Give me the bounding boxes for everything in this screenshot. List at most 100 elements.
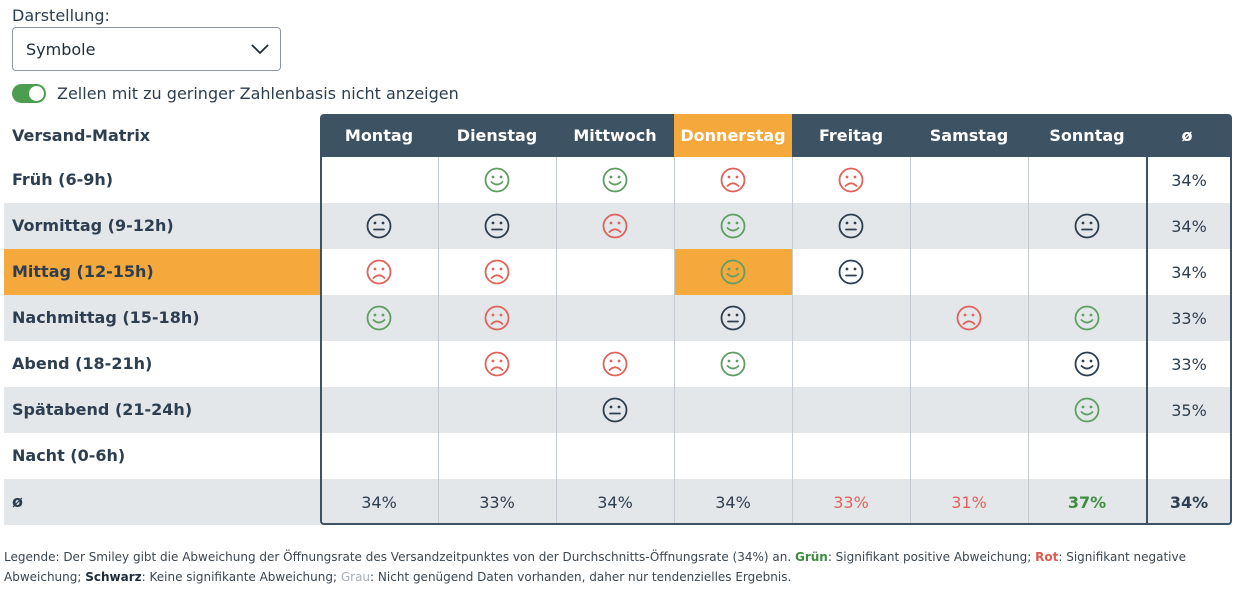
matrix-cell: [556, 295, 674, 341]
column-average-cell: 37%: [1067, 492, 1107, 512]
sad-face-icon: [956, 305, 982, 331]
neutral-face-icon: [484, 213, 510, 239]
column-header-donnerstag: Donnerstag: [674, 114, 792, 157]
average-row-label: ø: [4, 479, 320, 525]
neutral-face-icon: [602, 397, 628, 423]
matrix-cell: [792, 433, 910, 479]
row-label-text: Vormittag (9-12h): [12, 216, 174, 235]
happy-face-icon: [1074, 351, 1100, 377]
row-label-text: Spätabend (21-24h): [12, 400, 193, 419]
matrix-cell: [674, 203, 792, 249]
matrix-cell: [674, 295, 792, 341]
display-select[interactable]: Symbole: [12, 27, 281, 71]
matrix-cell: [910, 249, 1028, 295]
neutral-face-icon: [720, 305, 746, 331]
display-label: Darstellung:: [12, 6, 110, 25]
matrix-cell: [910, 295, 1028, 341]
legend-black-text: : Keine signifikante Abweichung;: [141, 570, 341, 584]
matrix-cell: [320, 157, 438, 203]
sad-face-icon: [484, 305, 510, 331]
legend-green-label: Grün: [794, 550, 828, 564]
column-average-cell: 34%: [715, 492, 751, 512]
row-label-text: Nachmittag (15-18h): [12, 308, 200, 327]
average-row: ø 34% 33% 34% 34% 33% 31% 37% 34%: [4, 479, 1232, 525]
toggle-knob: [29, 86, 44, 101]
legend-red-text: : Signifikant negative Abweichung;: [4, 550, 1186, 584]
matrix-title: Versand-Matrix: [12, 126, 151, 145]
happy-face-icon: [720, 351, 746, 377]
matrix-cell: [1028, 433, 1146, 479]
matrix-cell: [320, 203, 438, 249]
matrix-cell: [1028, 387, 1146, 433]
row-label: Früh (6-9h): [4, 157, 320, 203]
neutral-face-icon: [1074, 213, 1100, 239]
row-label: Spätabend (21-24h): [4, 387, 320, 433]
matrix-cell: [1028, 341, 1146, 387]
column-header-sonntag: Sonntag: [1049, 126, 1125, 145]
table-row: Früh (6-9h) 34%: [4, 157, 1232, 203]
row-label: Nachmittag (15-18h): [4, 295, 320, 341]
sad-face-icon: [720, 167, 746, 193]
row-label-text: ø: [12, 492, 23, 511]
column-divider: [1028, 157, 1029, 525]
row-average-cell: 33%: [1171, 354, 1207, 374]
matrix-cell: [674, 157, 792, 203]
legend-grey-text: : Nicht genügend Daten vorhanden, daher …: [370, 570, 792, 584]
matrix-title-cell: Versand-Matrix: [4, 114, 320, 157]
column-divider: [1146, 157, 1148, 525]
matrix-cell: [674, 341, 792, 387]
matrix-cell: [674, 249, 792, 295]
happy-face-icon: [720, 213, 746, 239]
column-header-freitag: Freitag: [818, 126, 884, 145]
legend-intro: Legende: Der Smiley gibt die Abweichung …: [4, 550, 795, 564]
column-average-cell: 34%: [361, 492, 397, 512]
sad-face-icon: [484, 259, 510, 285]
column-divider: [674, 157, 675, 525]
matrix-cell: [910, 433, 1028, 479]
matrix-cell: [792, 341, 910, 387]
legend-grey-label: Grau: [340, 570, 371, 584]
table-row: Nachmittag (15-18h) 33%: [4, 295, 1232, 341]
column-header-mittwoch: Mittwoch: [573, 126, 657, 145]
row-label: Nacht (0-6h): [4, 433, 320, 479]
column-divider: [556, 157, 557, 525]
matrix-cell: [910, 341, 1028, 387]
row-label-text: Früh (6-9h): [12, 170, 114, 189]
matrix-cell: [438, 295, 556, 341]
matrix-cell: [910, 203, 1028, 249]
low-data-toggle[interactable]: [12, 84, 46, 103]
matrix-cell: [910, 157, 1028, 203]
chevron-down-icon: [251, 44, 269, 55]
column-average-cell: 31%: [951, 492, 987, 512]
sad-face-icon: [838, 167, 864, 193]
matrix-cell: [674, 433, 792, 479]
column-header-montag: Montag: [344, 126, 414, 145]
happy-face-icon: [1074, 397, 1100, 423]
row-label-text: Mittag (12-15h): [12, 262, 154, 281]
happy-face-icon: [1074, 305, 1100, 331]
row-average-cell: [1146, 433, 1232, 479]
column-average-cell: 33%: [833, 492, 869, 512]
matrix-cell: [438, 341, 556, 387]
row-average-cell: 34%: [1171, 262, 1207, 282]
matrix-cell: [438, 433, 556, 479]
table-row: Nacht (0-6h): [4, 433, 1232, 479]
row-average-cell: 34%: [1171, 216, 1207, 236]
matrix-cell: [1028, 203, 1146, 249]
matrix-cell: [556, 341, 674, 387]
matrix-cell: [910, 387, 1028, 433]
row-average-cell: 34%: [1171, 170, 1207, 190]
row-average-cell: 35%: [1171, 400, 1207, 420]
matrix-cell: [438, 387, 556, 433]
sad-face-icon: [484, 351, 510, 377]
happy-face-icon: [720, 259, 746, 285]
matrix-cell: [320, 295, 438, 341]
row-label: Mittag (12-15h): [4, 249, 320, 295]
table-row: Mittag (12-15h) 34%: [4, 249, 1232, 295]
matrix-cell: [556, 249, 674, 295]
matrix-cell: [320, 341, 438, 387]
column-average-cell: 34%: [597, 492, 633, 512]
sad-face-icon: [602, 213, 628, 239]
row-label: Abend (18-21h): [4, 341, 320, 387]
matrix-cell: [792, 203, 910, 249]
